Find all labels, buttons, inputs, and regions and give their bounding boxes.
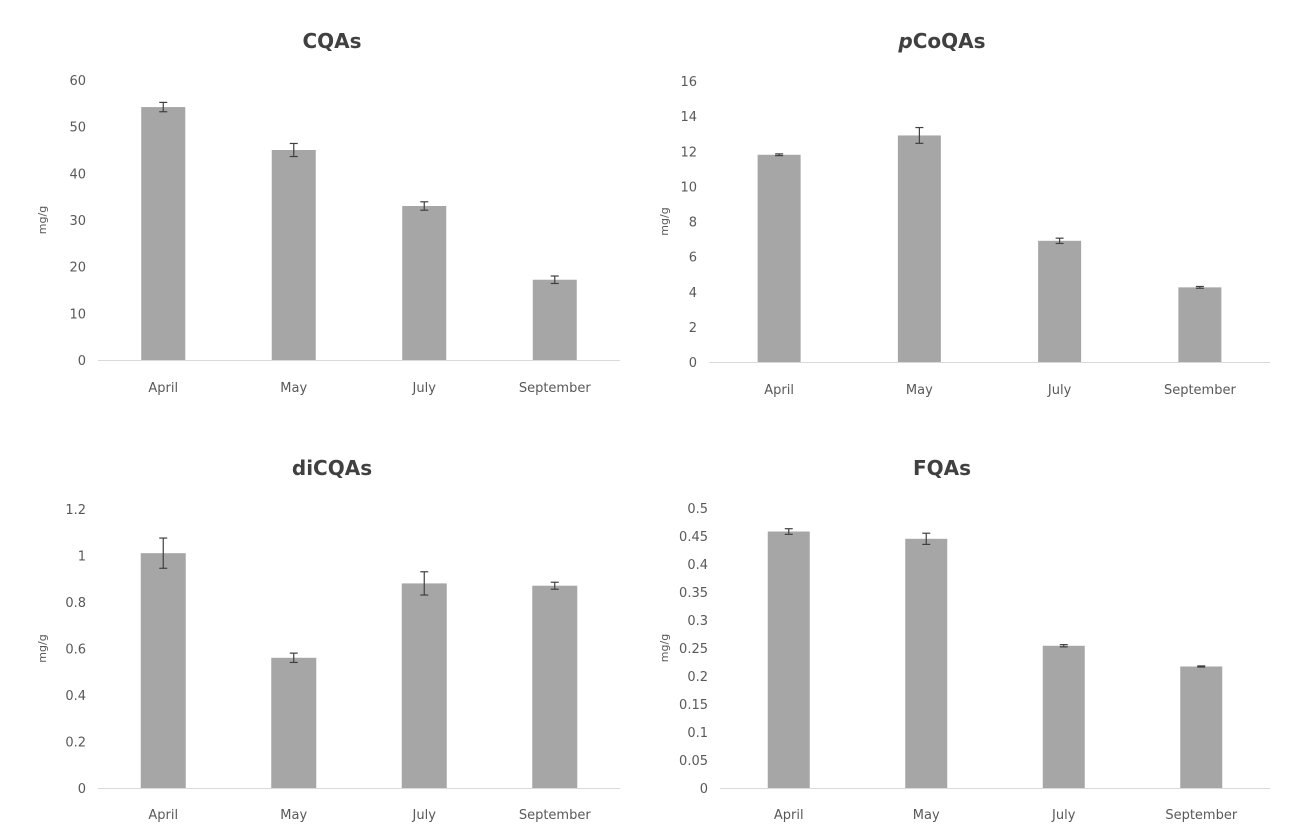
chart-panel-cqas: CQAs 0 10 20 30 40 50 60 mg/g April May July Septemb… (20, 20, 630, 410)
bar-september (1180, 666, 1223, 788)
x-tick-label-july: July (1051, 808, 1076, 823)
error-bar-april (159, 101, 168, 113)
y-tick-label: 0 (689, 356, 697, 371)
bar-april (141, 107, 186, 360)
bar-september (1178, 287, 1222, 362)
x-tick-label-september: September (519, 381, 592, 396)
y-tick-label: 0 (78, 782, 86, 797)
error-bar-july (420, 201, 429, 211)
x-tick-label-september: September (1165, 808, 1238, 823)
y-axis-label: mg/g (658, 207, 671, 235)
chart-title-dicqas: diCQAs (292, 456, 372, 480)
error-bar-may (922, 532, 931, 546)
x-tick-label-may: May (913, 808, 940, 823)
y-tick-label: 1.2 (65, 503, 86, 518)
x-tick-label-may: May (280, 808, 307, 823)
y-axis-label: mg/g (36, 634, 49, 662)
chart-fqas: FQAs 0 0.05 0.1 0.15 0.2 0.25 0.3 0.35 0.4 0.45 0.5… (658, 456, 1270, 823)
y-tick-label: 8 (689, 216, 697, 231)
bar-september (532, 279, 577, 360)
y-tick-label: 6 (689, 251, 697, 266)
y-tick-label: 0.4 (65, 689, 86, 704)
y-tick-label: 10 (69, 307, 86, 322)
y-tick-label: 20 (69, 261, 86, 276)
y-tick-label: 0.35 (679, 586, 708, 601)
x-tick-label-july: July (412, 808, 437, 823)
y-tick-label: 0 (700, 782, 708, 797)
chart-panel-fqas: FQAs 0 0.05 0.1 0.15 0.2 0.25 0.3 0.35 0.4 0.45 0.5… (640, 445, 1270, 830)
y-tick-label: 16 (680, 75, 697, 90)
x-tick-label-september: September (1164, 383, 1237, 398)
chart-panel-dicqas: diCQAs 0 0.2 0.4 0.6 0.8 1 1.2 mg/g April May July S… (20, 445, 630, 830)
y-tick-label: 0.45 (679, 530, 708, 545)
error-bar-may (289, 652, 298, 664)
bar-september (532, 585, 578, 788)
bar-july (401, 583, 447, 788)
y-tick-label: 60 (69, 74, 86, 89)
bar-april (757, 154, 801, 362)
bar-april (767, 531, 810, 788)
x-tick-label-may: May (280, 381, 307, 396)
chart-dicqas: diCQAs 0 0.2 0.4 0.6 0.8 1 1.2 mg/g April May July S… (36, 456, 620, 823)
bar-july (402, 206, 447, 360)
y-tick-label: 0 (78, 354, 86, 369)
y-axis-label: mg/g (36, 206, 49, 234)
y-tick-label: 0.15 (679, 698, 708, 713)
y-tick-label: 0.25 (679, 642, 708, 657)
error-bar-july (420, 571, 429, 596)
y-tick-label: 1 (78, 550, 86, 565)
x-tick-label-april: April (764, 383, 794, 398)
error-bar-may (289, 142, 298, 158)
bar-july (1042, 645, 1085, 788)
x-tick-label-july: July (412, 381, 437, 396)
bar-may (271, 657, 317, 788)
x-tick-label-may: May (906, 383, 933, 398)
error-bar-april (784, 528, 793, 535)
error-bar-september (1197, 665, 1206, 668)
y-tick-label: 0.3 (687, 614, 708, 629)
y-tick-label: 2 (689, 321, 697, 336)
error-bar-september (550, 581, 559, 590)
bar-may (905, 538, 948, 788)
y-tick-label: 12 (680, 145, 697, 160)
x-tick-label-april: April (774, 808, 804, 823)
y-tick-label: 50 (69, 121, 86, 136)
x-tick-label-july: July (1047, 383, 1072, 398)
error-bar-september (550, 275, 559, 285)
chart-title-fqas: FQAs (913, 456, 971, 480)
y-tick-label: 14 (680, 110, 697, 125)
y-tick-label: 0.05 (679, 754, 708, 769)
error-bar-september (1195, 285, 1204, 289)
bar-july (1038, 240, 1082, 362)
y-tick-label: 4 (689, 286, 697, 301)
bar-april (140, 553, 186, 788)
y-tick-label: 0.8 (65, 596, 86, 611)
y-tick-label: 0.1 (687, 726, 708, 741)
x-tick-label-april: April (148, 381, 178, 396)
y-tick-label: 0.6 (65, 643, 86, 658)
error-bar-april (159, 537, 168, 569)
error-bar-may (915, 126, 924, 144)
x-tick-label-september: September (519, 808, 592, 823)
chart-panel-pcoqas: pCoQAs 0 2 4 6 8 10 12 14 16 mg/g April May July Septe… (640, 20, 1270, 410)
x-tick-label-april: April (148, 808, 178, 823)
chart-title-cqas: CQAs (302, 29, 361, 53)
error-bar-july (1055, 237, 1064, 245)
chart-cqas: CQAs 0 10 20 30 40 50 60 mg/g April May July Septemb… (36, 29, 620, 396)
y-tick-label: 30 (69, 214, 86, 229)
error-bar-july (1059, 644, 1068, 648)
y-tick-label: 0.2 (65, 736, 86, 751)
y-axis-label: mg/g (658, 634, 671, 662)
y-tick-label: 40 (69, 167, 86, 182)
error-bar-april (775, 153, 784, 157)
y-tick-label: 0.4 (687, 558, 708, 573)
bar-may (271, 150, 316, 360)
chart-title-pcoqas: pCoQAs (897, 29, 985, 53)
bar-may (897, 135, 941, 362)
y-tick-label: 0.5 (687, 502, 708, 517)
y-tick-label: 10 (680, 180, 697, 195)
chart-pcoqas: pCoQAs 0 2 4 6 8 10 12 14 16 mg/g April May July Septe… (658, 29, 1270, 398)
y-tick-label: 0.2 (687, 670, 708, 685)
